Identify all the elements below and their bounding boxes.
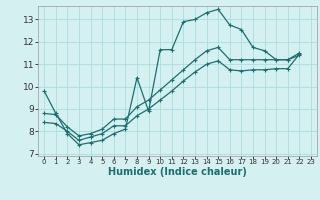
X-axis label: Humidex (Indice chaleur): Humidex (Indice chaleur) xyxy=(108,167,247,177)
